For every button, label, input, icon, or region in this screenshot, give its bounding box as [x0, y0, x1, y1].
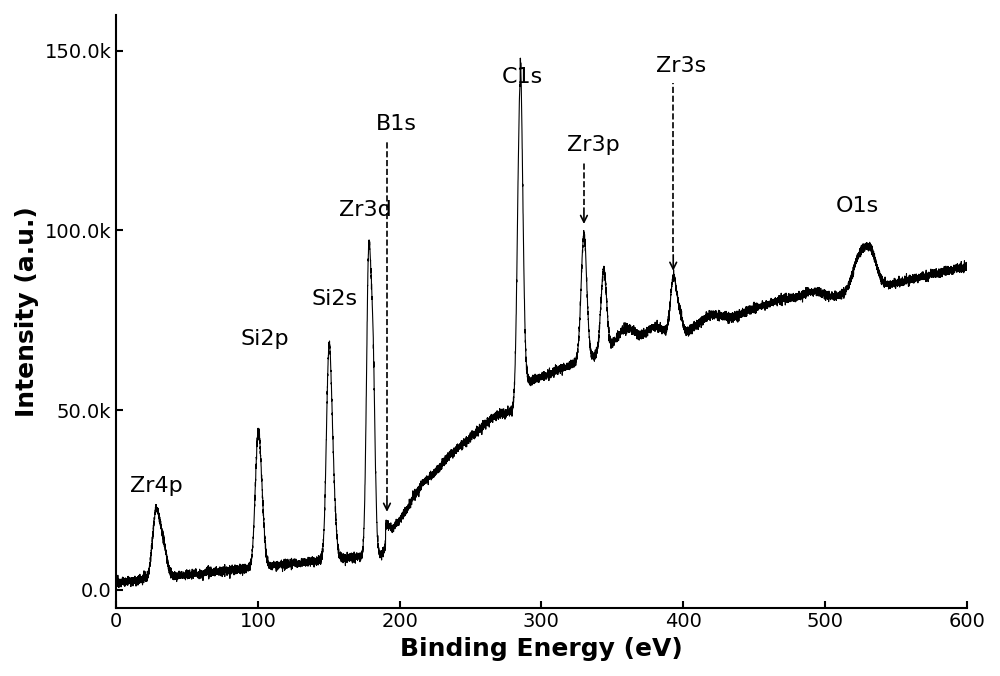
Text: Zr4p: Zr4p — [130, 477, 183, 496]
Text: Zr3p: Zr3p — [567, 135, 620, 155]
Text: Si2p: Si2p — [241, 329, 290, 349]
Text: Zr3s: Zr3s — [656, 56, 706, 76]
Y-axis label: Intensity (a.u.): Intensity (a.u.) — [15, 206, 39, 416]
Text: O1s: O1s — [836, 196, 879, 216]
Text: B1s: B1s — [376, 114, 417, 134]
X-axis label: Binding Energy (eV): Binding Energy (eV) — [400, 637, 683, 661]
Text: Zr3d: Zr3d — [339, 199, 392, 220]
Text: Si2s: Si2s — [312, 289, 358, 310]
Text: C1s: C1s — [502, 67, 543, 87]
